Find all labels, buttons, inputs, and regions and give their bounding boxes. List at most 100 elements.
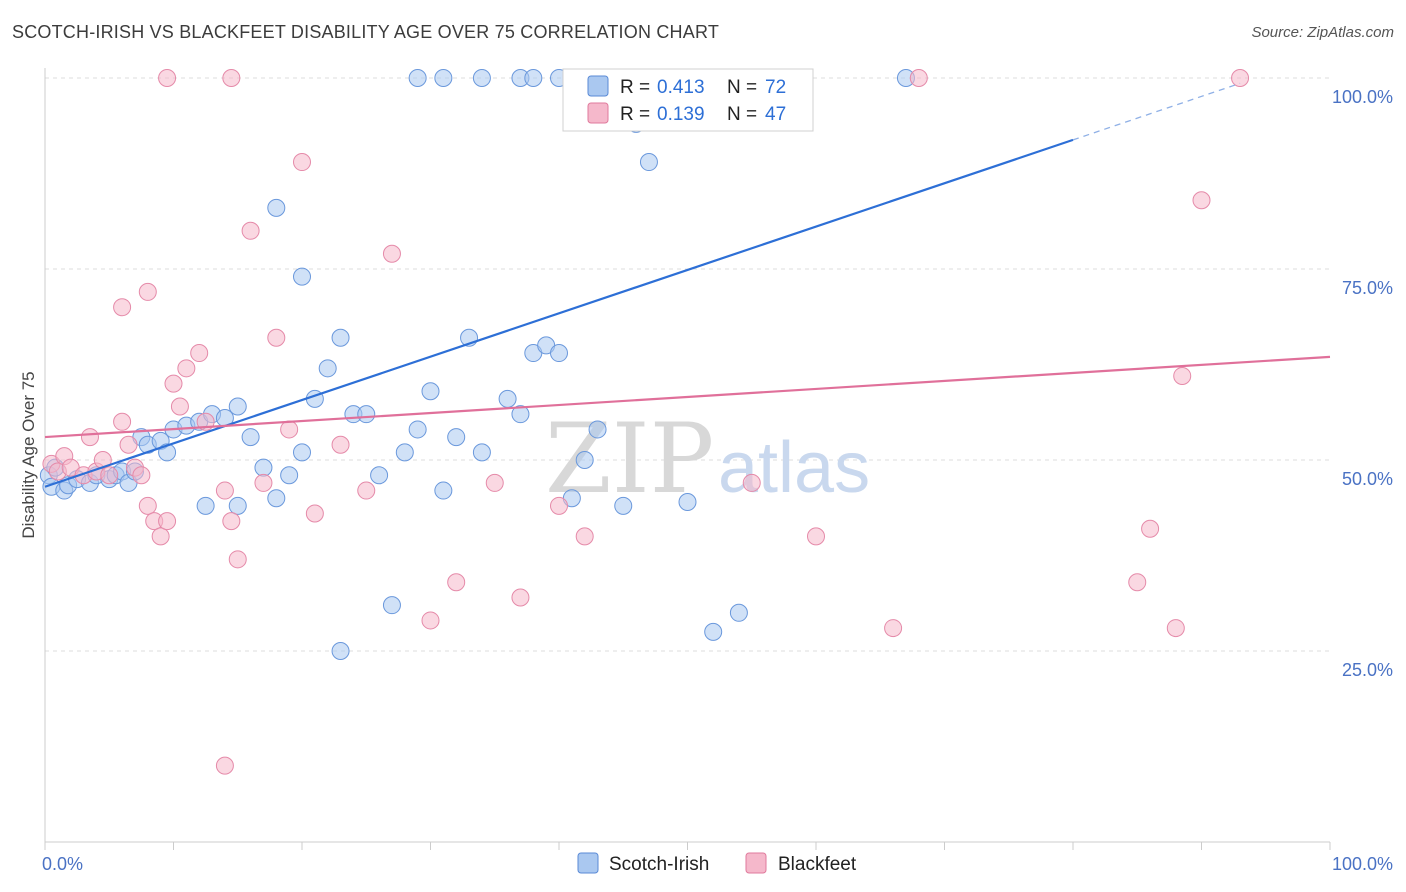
blackfeet-point-24 xyxy=(228,550,247,569)
scotch-irish-point-23 xyxy=(241,428,260,447)
source-label: Source: ZipAtlas.com xyxy=(1251,24,1394,41)
scotch-irish-point-47 xyxy=(575,451,594,469)
blackfeet-point-32 xyxy=(357,481,376,500)
scotch-irish-point-33 xyxy=(370,466,389,485)
blackfeet-point-18 xyxy=(170,397,189,416)
scotch-irish-point-48 xyxy=(588,420,607,439)
blackfeet-point-52 xyxy=(113,298,132,317)
blackfeet-point-22 xyxy=(215,481,234,500)
scotch-irish-trend-extension xyxy=(1072,82,1241,141)
y-axis-title: Disability Age Over 75 xyxy=(19,371,38,538)
blackfeet-point-28 xyxy=(280,420,299,439)
blackfeet-point-37 xyxy=(511,588,530,607)
blackfeet-point-44 xyxy=(909,69,928,87)
scotch-irish-point-24 xyxy=(254,458,273,477)
scotch-irish-point-29 xyxy=(318,359,337,378)
scotch-irish-point-59 xyxy=(293,267,311,286)
blackfeet-point-49 xyxy=(1192,191,1211,210)
blackfeet-point-27 xyxy=(267,328,286,347)
blackfeet-point-16 xyxy=(158,512,177,531)
scotch-irish-point-60 xyxy=(331,642,350,660)
bottom-legend: Scotch-Irish Blackfeet xyxy=(577,852,857,875)
scotch-irish-point-22 xyxy=(228,397,247,416)
legend-r-label-2: R = xyxy=(620,104,650,125)
scotch-irish-point-62 xyxy=(408,69,427,87)
blackfeet-point-15 xyxy=(151,527,170,546)
legend-r-label-1: R = xyxy=(620,77,650,98)
blackfeet-point-17 xyxy=(164,374,183,393)
scotch-irish-point-37 xyxy=(434,481,453,500)
blackfeet-point-54 xyxy=(158,69,177,87)
x-tick-labels: 0.0% 100.0% xyxy=(42,854,1393,874)
scotch-irish-point-63 xyxy=(434,69,453,87)
scotch-irish-point-64 xyxy=(472,69,491,87)
blackfeet-point-30 xyxy=(305,504,324,523)
legend-swatch-blackfeet xyxy=(587,102,609,124)
blackfeet-point-33 xyxy=(382,244,401,263)
y-tick-label-3: 100.0% xyxy=(1332,87,1393,107)
scotch-irish-point-53 xyxy=(704,622,723,641)
blackfeet-point-23 xyxy=(222,512,241,531)
blackfeet-point-38 xyxy=(550,496,568,515)
blackfeet-point-12 xyxy=(132,466,151,485)
scotch-irish-point-35 xyxy=(408,420,427,439)
blackfeet-point-10 xyxy=(119,435,138,454)
x-tick-label-0: 0.0% xyxy=(42,854,83,874)
blackfeet-point-25 xyxy=(241,221,260,240)
scotch-irish-point-45 xyxy=(550,344,568,363)
scotch-irish-point-61 xyxy=(382,596,401,615)
blackfeet-point-29 xyxy=(293,153,311,172)
legend-n-value-2: 47 xyxy=(765,104,786,125)
blackfeet-point-34 xyxy=(421,611,440,630)
legend-r-value-2: 0.139 xyxy=(657,104,705,125)
blackfeet-point-20 xyxy=(190,344,209,363)
blackfeet-point-47 xyxy=(1166,619,1185,638)
blackfeet-point-35 xyxy=(447,573,466,592)
blackfeet-point-26 xyxy=(254,473,273,492)
scotch-irish-point-26 xyxy=(280,466,299,485)
scotch-irish-point-57 xyxy=(228,496,247,515)
blackfeet-point-31 xyxy=(331,435,350,454)
bottom-legend-scotch-irish: Scotch-Irish xyxy=(609,854,709,875)
bottom-legend-swatch-blackfeet xyxy=(745,852,767,874)
scotch-irish-point-38 xyxy=(447,428,466,447)
blackfeet-point-41 xyxy=(742,473,761,492)
legend-swatch-scotch-irish xyxy=(587,75,609,97)
watermark-atlas: atlas xyxy=(718,428,870,508)
blackfeet-point-13 xyxy=(138,496,157,515)
blackfeet-point-19 xyxy=(177,359,196,378)
scotch-irish-point-58 xyxy=(267,198,286,217)
blackfeet-point-53 xyxy=(215,756,234,775)
blackfeet-point-39 xyxy=(575,527,594,546)
x-tick-label-1: 100.0% xyxy=(1332,854,1393,874)
blackfeet-point-48 xyxy=(1173,366,1192,385)
blackfeet-point-7 xyxy=(93,451,112,469)
scotch-irish-trend-line xyxy=(44,138,1074,488)
scotch-irish-point-56 xyxy=(196,496,215,515)
blackfeet-point-5 xyxy=(80,428,99,447)
blackfeet-trend-line xyxy=(44,355,1331,439)
blackfeet-point-51 xyxy=(138,282,157,301)
blackfeet-point-46 xyxy=(1141,519,1160,538)
legend: R = 0.413 N = 72 R = 0.139 N = 47 xyxy=(562,68,814,132)
legend-n-label-1: N = xyxy=(727,77,757,98)
scotch-irish-point-66 xyxy=(524,69,543,87)
blackfeet-point-55 xyxy=(222,69,241,87)
blackfeet-point-43 xyxy=(884,619,903,638)
scotch-irish-point-27 xyxy=(293,443,311,462)
scotch-irish-point-54 xyxy=(729,603,748,622)
blackfeet-point-36 xyxy=(485,473,504,492)
scotch-irish-point-52 xyxy=(678,493,697,512)
bottom-legend-blackfeet: Blackfeet xyxy=(778,854,857,875)
chart-title: SCOTCH-IRISH VS BLACKFEET DISABILITY AGE… xyxy=(12,22,720,42)
data-points xyxy=(39,69,1250,775)
trend-lines xyxy=(44,82,1331,488)
axes xyxy=(44,68,1331,850)
blackfeet-point-9 xyxy=(113,412,132,431)
y-tick-label-0: 25.0% xyxy=(1342,660,1393,680)
legend-r-value-1: 0.413 xyxy=(657,77,705,98)
scotch-irish-point-30 xyxy=(331,328,350,347)
legend-n-value-1: 72 xyxy=(765,77,786,98)
y-tick-labels: 25.0% 50.0% 75.0% 100.0% xyxy=(1332,87,1393,680)
